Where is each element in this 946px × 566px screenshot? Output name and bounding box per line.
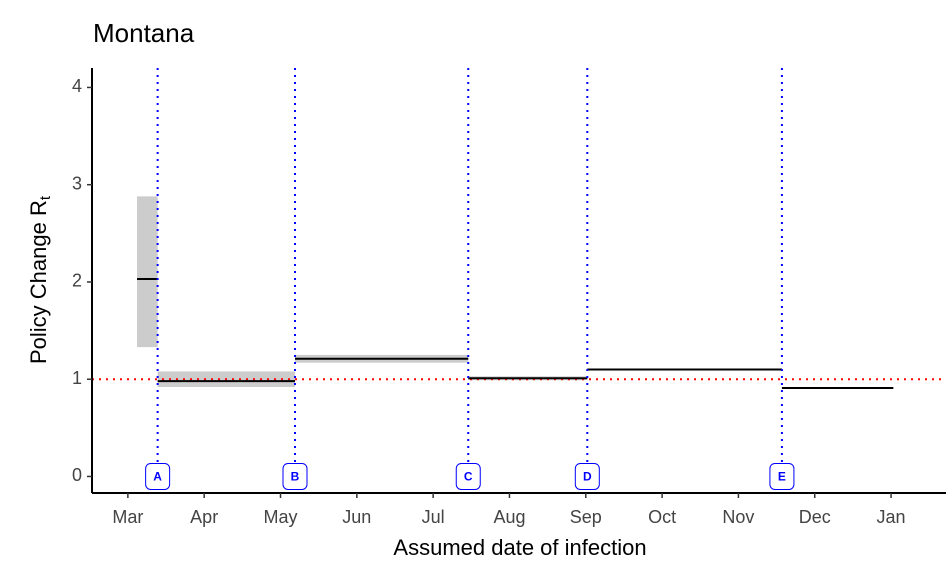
x-tick-label: Oct xyxy=(648,507,676,527)
x-tick-label: May xyxy=(263,507,297,527)
x-tick-label: Aug xyxy=(493,507,525,527)
x-tick-label: Jun xyxy=(342,507,371,527)
y-tick-label: 0 xyxy=(72,465,82,485)
y-tick-label: 1 xyxy=(72,368,82,388)
policy-label: D xyxy=(583,470,592,484)
policy-label: A xyxy=(153,470,162,484)
policy-box xyxy=(769,462,795,490)
y-tick-label: 4 xyxy=(72,76,82,96)
policy-box xyxy=(282,462,308,490)
chart-title: Montana xyxy=(93,18,195,48)
y-tick-label: 3 xyxy=(72,173,82,193)
x-tick-label: Jul xyxy=(422,507,445,527)
x-tick-label: Jan xyxy=(877,507,906,527)
policy-box xyxy=(455,462,481,490)
y-axis-label-text: Policy Change R xyxy=(26,200,51,364)
policy-label: B xyxy=(291,470,300,484)
x-tick-label: Dec xyxy=(799,507,831,527)
policy-box xyxy=(574,462,600,490)
x-tick-label: Apr xyxy=(190,507,218,527)
x-tick-label: Mar xyxy=(112,507,143,527)
policy-label: E xyxy=(778,470,786,484)
interval-band xyxy=(137,196,158,348)
y-axis-label-subscript: t xyxy=(37,195,54,200)
x-tick-label: Sep xyxy=(570,507,602,527)
x-tick-label: Nov xyxy=(722,507,754,527)
y-axis-label: Policy Change Rt xyxy=(26,195,54,364)
y-tick-label: 2 xyxy=(72,271,82,291)
policy-box xyxy=(145,462,171,490)
policy-label: C xyxy=(464,470,473,484)
x-axis-label: Assumed date of infection xyxy=(393,535,646,560)
